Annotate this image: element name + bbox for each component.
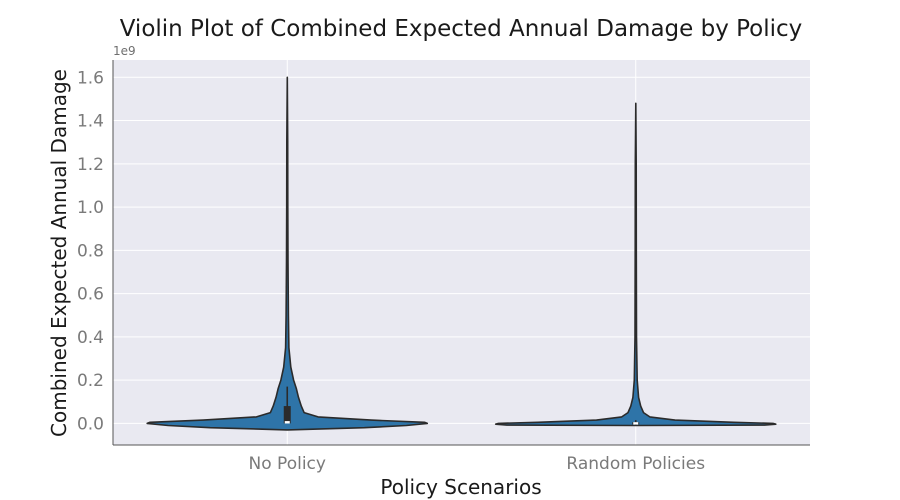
x-axis-label: Policy Scenarios (380, 475, 541, 499)
median-marker (284, 421, 290, 424)
y-tick-label: 0.2 (77, 371, 104, 391)
chart-title: Violin Plot of Combined Expected Annual … (120, 16, 803, 42)
x-tick-label: No Policy (249, 454, 326, 474)
y-tick-label: 1.0 (77, 198, 104, 218)
y-tick-labels: 0.0 0.2 0.4 0.6 0.8 1.0 1.2 1.4 1.6 (77, 68, 104, 434)
violin-body (494, 102, 777, 427)
y-offset-label: 1e9 (113, 44, 136, 58)
median-marker (633, 422, 639, 425)
violin-body (146, 76, 429, 431)
y-tick-label: 0.8 (77, 241, 104, 261)
axes (112, 60, 810, 446)
y-tick-label: 0.6 (77, 285, 104, 305)
plot-background (113, 60, 810, 445)
violins (146, 76, 777, 431)
y-axis-label: Combined Expected Annual Damage (47, 69, 71, 437)
y-tick-label: 1.6 (77, 68, 104, 88)
y-tick-label: 0.4 (77, 328, 104, 348)
x-tick-label: Random Policies (566, 454, 705, 474)
iqr-box (283, 406, 291, 424)
y-tick-label: 1.4 (77, 112, 104, 132)
y-tick-label: 0.0 (77, 414, 104, 434)
y-tick-label: 1.2 (77, 155, 104, 175)
x-tick-labels: No Policy Random Policies (249, 454, 706, 474)
